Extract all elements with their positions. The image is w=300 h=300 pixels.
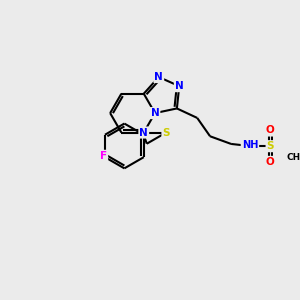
Text: N: N: [175, 81, 184, 91]
Text: CH₃: CH₃: [286, 153, 300, 162]
Text: F: F: [100, 151, 107, 161]
Text: O: O: [266, 125, 275, 136]
Text: N: N: [140, 128, 148, 137]
Text: NH: NH: [242, 140, 258, 150]
Text: N: N: [151, 108, 159, 118]
Text: S: S: [162, 128, 170, 137]
Text: S: S: [267, 141, 274, 151]
Text: N: N: [154, 72, 163, 82]
Text: O: O: [266, 157, 275, 167]
